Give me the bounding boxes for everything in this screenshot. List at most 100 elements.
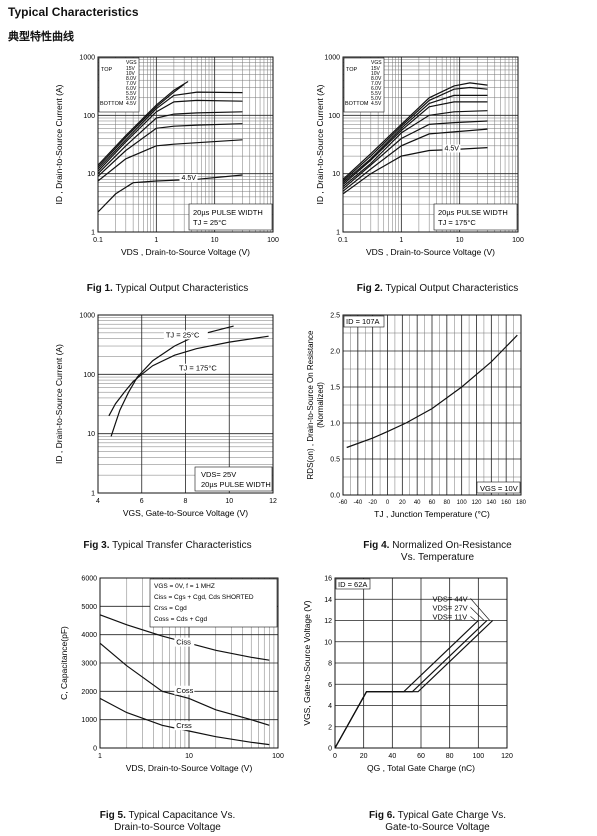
x-tick-label: 100 xyxy=(512,237,524,244)
y-tick-label: 1000 xyxy=(81,717,97,724)
y-tick-label: 100 xyxy=(83,113,95,120)
plot-frame xyxy=(342,56,519,233)
annotation-box xyxy=(433,203,518,231)
plot-frame xyxy=(342,314,522,496)
legend-header: VGS xyxy=(126,60,137,66)
annotation-text: 20µs PULSE WIDTH xyxy=(201,480,271,489)
x-tick-label: 0 xyxy=(333,753,337,760)
y-tick-label: 1 xyxy=(91,230,95,237)
y-tick-label: 10 xyxy=(324,639,332,646)
series-line xyxy=(334,620,479,749)
x-tick-label: 12 xyxy=(269,498,277,505)
x-axis-label: TJ , Junction Temperature (°C) xyxy=(374,509,490,519)
series-line xyxy=(342,120,488,190)
legend-text: Ciss = Cgs + Cgd, Cds SHORTED xyxy=(154,594,254,601)
annotation-text: 20µs PULSE WIDTH xyxy=(438,208,508,217)
series-line xyxy=(342,101,488,186)
y-tick-label: 100 xyxy=(328,113,340,120)
annotation-box xyxy=(98,57,140,113)
x-tick-label: 60 xyxy=(429,500,436,506)
chart-fig6: 0 20 40 60 80 100 120 0 2 4 6 8 10 12 14 16 ID = 62A VDS=… xyxy=(302,576,513,774)
y-tick-label: 14 xyxy=(324,597,332,604)
curve-label: 4.5V xyxy=(181,175,196,182)
series-line xyxy=(108,335,269,417)
legend-entry: 4.5V xyxy=(126,101,137,107)
y-tick-label: 1.0 xyxy=(330,421,340,428)
x-tick-label: 20 xyxy=(399,500,406,506)
curve-label: VDS= 44V xyxy=(432,594,467,603)
annotation-text: 20µs PULSE WIDTH xyxy=(193,208,263,217)
y-tick-label: 16 xyxy=(324,576,332,583)
series-line xyxy=(342,94,488,184)
chart-fig4: -60 -40 -20 0 20 40 60 80 100 120 140 160 180 0.0 0.5 1… xyxy=(306,313,527,520)
caption-fig3: Fig 3. Typical Transfer Characteristics xyxy=(83,540,252,551)
curve-label: Coss xyxy=(176,686,193,695)
x-tick-label: 120 xyxy=(471,500,482,506)
x-tick-label: -60 xyxy=(339,500,348,506)
legend-entry: 6.0V xyxy=(371,86,382,92)
curve-label-bg xyxy=(442,144,461,153)
annotation-box xyxy=(476,481,521,494)
series-line xyxy=(97,139,243,182)
x-tick-label: 40 xyxy=(414,500,421,506)
legend-entry: 15V xyxy=(126,66,136,72)
legend-top-label: TOP xyxy=(346,67,358,73)
legend-entry: 4.5V xyxy=(371,101,382,107)
y-tick-label: 1000 xyxy=(324,55,340,62)
leader-line xyxy=(470,598,491,621)
series-line xyxy=(97,83,185,168)
y-tick-label: 2 xyxy=(328,724,332,731)
legend-entry: 8.0V xyxy=(371,76,382,82)
x-axis-label: VGS, Gate-to-Source Voltage (V) xyxy=(123,508,248,518)
series-line xyxy=(97,123,243,177)
annotation-text: TJ = 175°C xyxy=(438,218,476,227)
annotation-text: ID = 62A xyxy=(338,580,367,589)
y-tick-label: 0 xyxy=(93,746,97,753)
curve-label-bg xyxy=(174,637,195,647)
legend-entry: 6.0V xyxy=(126,86,137,92)
plot-frame xyxy=(334,577,508,749)
legend-header: VGS xyxy=(371,60,382,66)
series-line xyxy=(342,82,488,180)
annotation-text: VGS = 10V xyxy=(480,484,518,493)
curve-label-bg xyxy=(176,363,225,373)
y-tick-label: 4000 xyxy=(81,632,97,639)
y-axis-label-unit: (Normalized) xyxy=(316,382,325,428)
annotation-text: ID = 107A xyxy=(346,317,380,326)
legend-top-label: TOP xyxy=(101,67,113,73)
curve-label: 4.5V xyxy=(445,145,460,152)
y-tick-label: 4 xyxy=(328,703,332,710)
x-tick-label: 0 xyxy=(386,500,390,506)
curve-label: Crss xyxy=(176,721,192,730)
series-line xyxy=(97,80,189,166)
curve-label: VDS= 27V xyxy=(432,603,467,612)
y-tick-label: 10 xyxy=(87,431,95,438)
y-tick-label: 6 xyxy=(328,682,332,689)
y-tick-label: 2.0 xyxy=(330,349,340,356)
series-line xyxy=(97,99,243,172)
x-tick-label: 100 xyxy=(457,500,468,506)
legend-entry: 5.0V xyxy=(126,96,137,102)
curve-label: TJ = 25°C xyxy=(166,330,200,339)
x-tick-label: 4 xyxy=(96,498,100,505)
y-tick-label: 1 xyxy=(91,491,95,498)
x-tick-label: 8 xyxy=(184,498,188,505)
x-tick-label: 20 xyxy=(360,753,368,760)
curve-label: Ciss xyxy=(176,638,191,647)
series-line xyxy=(97,174,243,213)
x-tick-label: 100 xyxy=(267,237,279,244)
x-axis-label: QG , Total Gate Charge (nC) xyxy=(367,763,475,773)
legend-entry: 15V xyxy=(371,66,381,72)
series-line xyxy=(99,697,270,746)
y-tick-label: 10 xyxy=(87,171,95,178)
annotation-text: TJ = 25°C xyxy=(193,218,227,227)
x-tick-label: 40 xyxy=(388,753,396,760)
legend-entry: 5.5V xyxy=(126,91,137,97)
annotation-text: VDS= 25V xyxy=(201,470,236,479)
series-line xyxy=(97,91,243,170)
series-line xyxy=(99,642,270,726)
x-tick-label: -40 xyxy=(353,500,362,506)
legend-entry: 8.0V xyxy=(126,76,137,82)
y-tick-label: 12 xyxy=(324,618,332,625)
